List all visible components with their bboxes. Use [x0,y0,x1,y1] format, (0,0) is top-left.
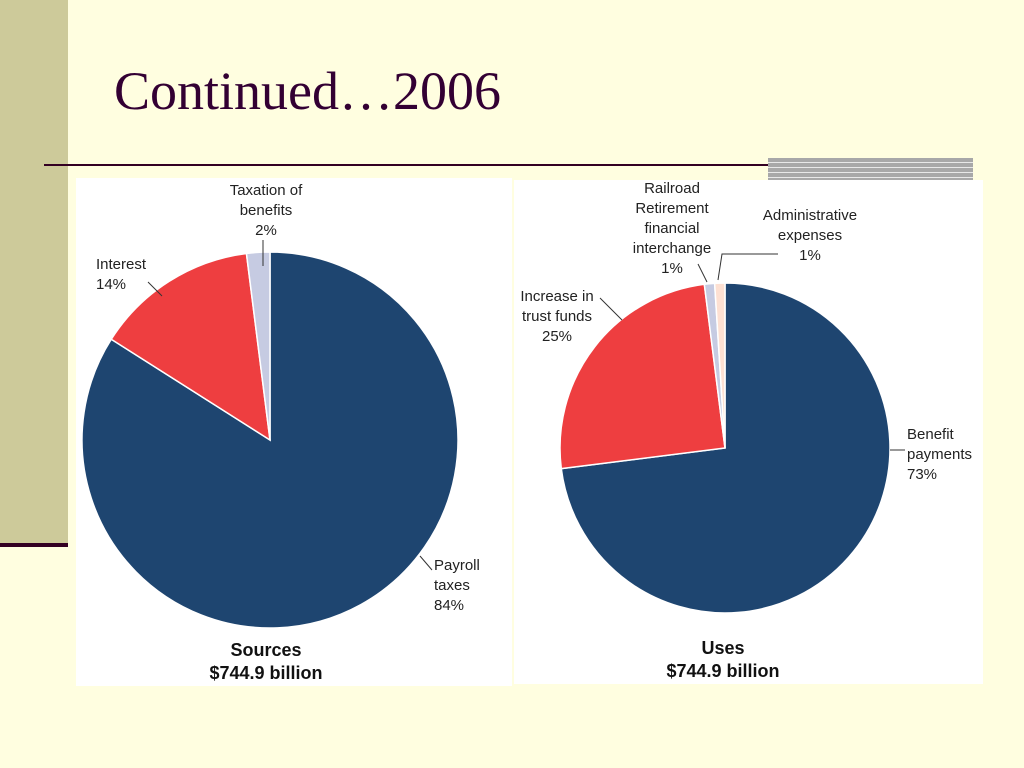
sources-label-payroll: Payroll taxes 84% [434,557,480,614]
sources-leader-payroll [419,555,433,571]
uses-caption: Uses $744.9 billion [666,638,779,681]
left-decor-rule [0,543,68,547]
uses-label-benefit: Benefit payments 73% [907,426,972,483]
sources-caption: Sources $744.9 billion [209,640,322,683]
sources-pie-chart: Payroll taxes 84% Interest 14% Taxation of ben… [81,182,480,683]
left-decor-band [0,0,68,545]
sources-label-taxation-of: Taxation of benefits 2% [230,182,303,239]
sources-slice-interest [110,252,271,442]
sources-slice-taxation-of [245,251,271,441]
uses-leader-increase-in [599,297,623,321]
uses-slice-administrative [713,282,726,449]
uses-leader-railroad [697,263,708,283]
title-divider [44,164,972,166]
sources-pie-panel: Payroll taxes 84% Interest 14% Taxation of ben… [76,178,512,686]
slide-title: Continued…2006 [114,61,501,121]
uses-pie-chart: Benefit payments 73% Increase in trust funds… [520,180,972,681]
uses-label-railroad: Railroad Retirement financial interchange 1% [633,180,711,277]
accent-bar [768,158,973,180]
uses-slice-increase-in [559,283,726,470]
uses-label-increase-in: Increase in trust funds 25% [520,288,593,345]
sources-label-interest: Interest 14% [96,256,147,293]
uses-label-administrative: Administrative expenses 1% [763,207,857,264]
uses-pie-panel: Benefit payments 73% Increase in trust funds… [514,180,983,684]
uses-leader-administrative [717,253,778,281]
sources-leader-interest [147,281,163,297]
